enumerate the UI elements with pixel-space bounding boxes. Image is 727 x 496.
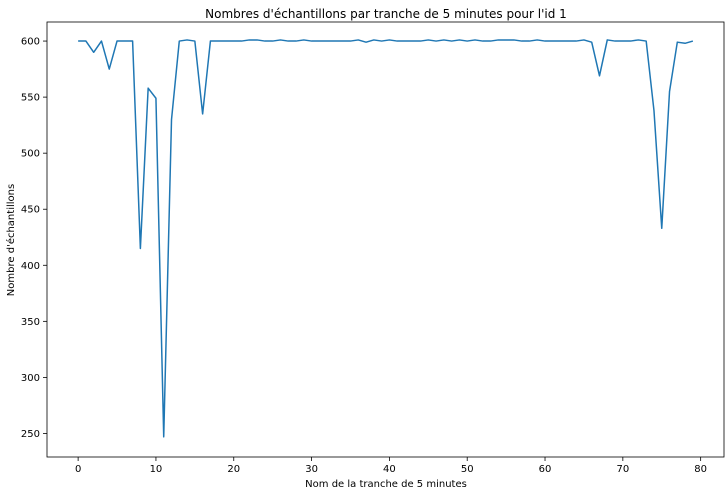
y-tick-label: 250: [21, 429, 40, 440]
x-tick-label: 30: [305, 464, 318, 475]
x-tick-label: 50: [461, 464, 474, 475]
plot-frame: [46, 21, 725, 458]
x-tick-label: 80: [694, 464, 707, 475]
series-line: [78, 39, 694, 438]
plot-area: [78, 39, 694, 438]
y-tick-label: 450: [21, 205, 40, 216]
chart-title: Nombres d'échantillons par tranche de 5 …: [205, 7, 567, 21]
y-tick-label: 550: [21, 93, 40, 104]
y-tick-label: 300: [21, 373, 40, 384]
x-tick-label: 40: [383, 464, 396, 475]
x-tick-label: 20: [227, 464, 240, 475]
y-tick-label: 350: [21, 317, 40, 328]
y-tick-label: 500: [21, 149, 40, 160]
y-axis-label: Nombre d'échantillons: [5, 184, 17, 296]
y-tick-label: 600: [21, 37, 40, 48]
x-axis-label: Nom de la tranche de 5 minutes: [305, 479, 467, 490]
x-tick-label: 70: [616, 464, 629, 475]
x-tick-label: 0: [75, 464, 81, 475]
y-axis: 250 300 350 400 450 500 550 600: [21, 37, 47, 440]
x-tick-label: 60: [539, 464, 552, 475]
x-tick-label: 10: [150, 464, 163, 475]
x-axis: 0 10 20 30 40 50 60 70 80: [75, 457, 707, 475]
y-tick-label: 400: [21, 261, 40, 272]
